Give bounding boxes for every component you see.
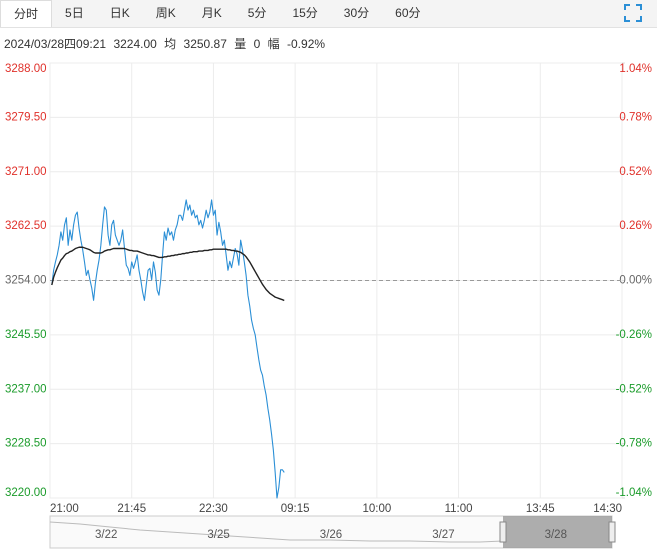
tab[interactable]: 分时 — [0, 0, 53, 27]
x-tick-label: 10:00 — [362, 503, 391, 515]
y2-tick-label: 0.52% — [619, 166, 652, 178]
y2-tick-label: 0.00% — [619, 275, 652, 287]
navigator-selection[interactable] — [503, 516, 612, 548]
info-range: -0.92% — [287, 37, 326, 51]
tab[interactable]: 30分 — [343, 6, 370, 20]
navigator-label: 3/26 — [320, 529, 342, 541]
y2-tick-label: -1.04% — [616, 487, 652, 499]
info-range-label: 幅 — [267, 37, 280, 51]
info-avg-label: 均 — [164, 37, 177, 51]
info-vol-label: 量 — [234, 37, 247, 51]
tab[interactable]: 60分 — [395, 6, 421, 20]
info-line: 2024/03/28四09:21 3224.00 均 3250.87 量 0 幅… — [4, 35, 329, 52]
y-tick-label: 3237.00 — [5, 383, 47, 395]
y-tick-label: 3288.00 — [5, 63, 47, 75]
x-tick-label: 22:30 — [199, 503, 228, 515]
y-tick-label: 3245.50 — [5, 329, 47, 341]
navigator-handle[interactable] — [608, 521, 616, 543]
y-tick-label: 3262.50 — [5, 220, 47, 232]
navigator-label: 3/25 — [207, 529, 229, 541]
y2-tick-label: 0.78% — [619, 111, 652, 123]
y-tick-label: 3220.00 — [5, 487, 47, 499]
info-time: 2024/03/28四09:21 — [4, 37, 107, 51]
navigator: 3/22 3/25 3/26 3/27 3/28 — [49, 515, 616, 549]
y2-tick-label: -0.52% — [616, 383, 652, 395]
navigator-handle[interactable] — [499, 521, 507, 543]
price-line — [51, 199, 285, 499]
y-tick-label: 3271.00 — [5, 166, 47, 178]
tab[interactable]: 5分 — [247, 6, 267, 20]
tab[interactable]: 15分 — [292, 6, 318, 20]
y-tick-label: 3228.50 — [5, 438, 47, 450]
info-avg: 3250.87 — [183, 37, 227, 51]
x-tick-label: 14:30 — [593, 503, 622, 515]
tab[interactable]: 周K — [155, 6, 176, 20]
x-tick-label: 21:00 — [50, 503, 79, 515]
navigator-label: 3/28 — [545, 529, 567, 541]
navigator-line — [49, 521, 504, 543]
y2-tick-label: 0.26% — [619, 220, 652, 232]
y-tick-label: 3279.50 — [5, 111, 47, 123]
x-tick-label: 09:15 — [281, 503, 310, 515]
tab-bar: 分时 5日 日K 周K 月K 5分 15分 30分 60分 — [0, 0, 657, 28]
tab[interactable]: 5日 — [65, 6, 84, 20]
tab[interactable]: 日K — [109, 6, 130, 20]
x-tick-label: 11:00 — [445, 503, 473, 515]
expand-icon[interactable] — [624, 4, 642, 22]
info-price: 3224.00 — [113, 37, 157, 51]
price-line — [51, 246, 285, 302]
y2-tick-label: -0.78% — [616, 438, 652, 450]
x-tick-label: 13:45 — [526, 503, 555, 515]
x-tick-label: 21:45 — [117, 503, 146, 515]
tab[interactable]: 月K — [201, 6, 222, 20]
y2-tick-label: 1.04% — [619, 63, 652, 75]
y-tick-label: 3254.00 — [5, 275, 47, 287]
navigator-label: 3/22 — [95, 529, 117, 541]
y2-tick-label: -0.26% — [616, 329, 652, 341]
navigator-label: 3/27 — [432, 529, 454, 541]
info-vol: 0 — [253, 37, 261, 51]
